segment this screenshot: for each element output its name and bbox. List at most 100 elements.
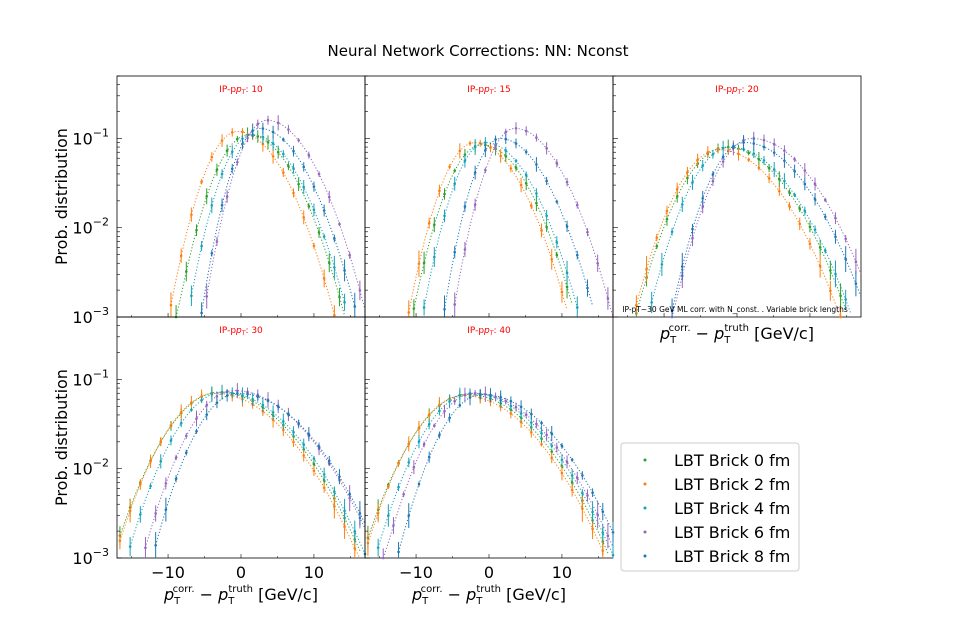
data-point	[514, 405, 518, 409]
data-point	[555, 446, 559, 449]
data-point	[282, 420, 285, 423]
data-point	[282, 152, 285, 156]
data-point	[432, 223, 436, 227]
data-point	[246, 392, 249, 396]
data-point	[205, 194, 209, 198]
data-point	[560, 471, 564, 475]
x-tick-label: 0	[236, 563, 246, 582]
data-point	[591, 527, 594, 531]
data-point	[271, 154, 275, 158]
data-point	[772, 151, 776, 154]
series-line	[175, 134, 346, 318]
legend-marker	[643, 458, 647, 462]
data-point	[348, 492, 351, 496]
data-point	[772, 168, 776, 171]
data-point	[154, 543, 157, 547]
data-point	[570, 481, 574, 484]
legend-marker	[643, 530, 647, 534]
data-point	[545, 225, 548, 229]
data-point	[302, 216, 306, 219]
data-point	[353, 530, 357, 533]
data-point	[565, 285, 569, 289]
data-point	[854, 260, 858, 264]
data-point	[565, 271, 569, 275]
data-point	[302, 165, 306, 169]
data-point	[333, 490, 336, 494]
data-point	[665, 217, 669, 221]
data-point	[463, 393, 467, 397]
data-point	[348, 496, 351, 500]
y-tick-label: 10−1	[72, 126, 109, 148]
data-point	[402, 492, 405, 496]
data-point	[427, 455, 431, 459]
data-point	[813, 228, 817, 231]
data-point	[271, 411, 275, 414]
data-point	[312, 457, 316, 460]
data-point	[282, 428, 285, 432]
data-point	[200, 395, 203, 398]
data-point	[381, 556, 385, 560]
legend-item: LBT Brick 6 fm	[643, 523, 790, 542]
data-point	[691, 181, 694, 184]
data-point	[540, 442, 543, 446]
legend-label: LBT Brick 0 fm	[674, 451, 790, 470]
data-point	[453, 250, 457, 254]
data-point	[312, 208, 316, 212]
data-point	[387, 514, 390, 517]
data-point	[271, 418, 275, 422]
data-point	[509, 167, 513, 170]
data-point	[241, 393, 244, 397]
data-point	[680, 265, 684, 268]
data-point	[555, 253, 559, 257]
series-line	[454, 127, 614, 318]
data-point	[438, 433, 441, 437]
data-point	[762, 159, 766, 162]
data-point	[504, 137, 508, 141]
data-point	[312, 462, 316, 466]
data-point	[473, 171, 477, 174]
x-axis-label: pTcorr. − pTtruth [GeV/c]	[163, 584, 318, 607]
data-point	[742, 141, 745, 144]
data-point	[691, 227, 694, 231]
data-point	[220, 139, 224, 142]
data-point	[514, 126, 518, 130]
data-point	[358, 512, 362, 515]
data-point	[412, 307, 416, 310]
data-point	[139, 513, 142, 516]
data-point	[256, 135, 260, 138]
data-point	[555, 240, 559, 244]
data-point	[675, 187, 679, 191]
data-point	[195, 429, 198, 433]
series-lbt-brick-8-fm	[200, 122, 357, 317]
data-point	[220, 172, 224, 176]
data-point	[169, 439, 173, 442]
data-point	[829, 269, 832, 272]
data-point	[205, 403, 209, 407]
data-point	[519, 420, 523, 424]
series-line	[129, 391, 366, 555]
data-point	[721, 155, 725, 159]
data-point	[509, 404, 513, 408]
data-point	[611, 530, 615, 534]
data-point	[261, 403, 265, 407]
data-point	[591, 491, 594, 494]
data-point	[586, 286, 589, 290]
data-point	[670, 309, 674, 313]
data-point	[565, 225, 569, 228]
data-point	[282, 138, 285, 141]
data-point	[210, 155, 214, 159]
data-point	[427, 413, 431, 416]
data-point	[550, 450, 554, 453]
data-point	[489, 146, 492, 149]
data-point	[443, 308, 446, 311]
data-point	[489, 393, 492, 397]
data-point	[565, 180, 569, 184]
data-point	[818, 264, 822, 268]
data-point	[338, 295, 341, 299]
data-point	[422, 443, 426, 446]
data-point	[322, 277, 326, 280]
data-point	[555, 161, 559, 165]
y-tick-label: 10−3	[72, 305, 109, 327]
data-point	[412, 465, 416, 469]
